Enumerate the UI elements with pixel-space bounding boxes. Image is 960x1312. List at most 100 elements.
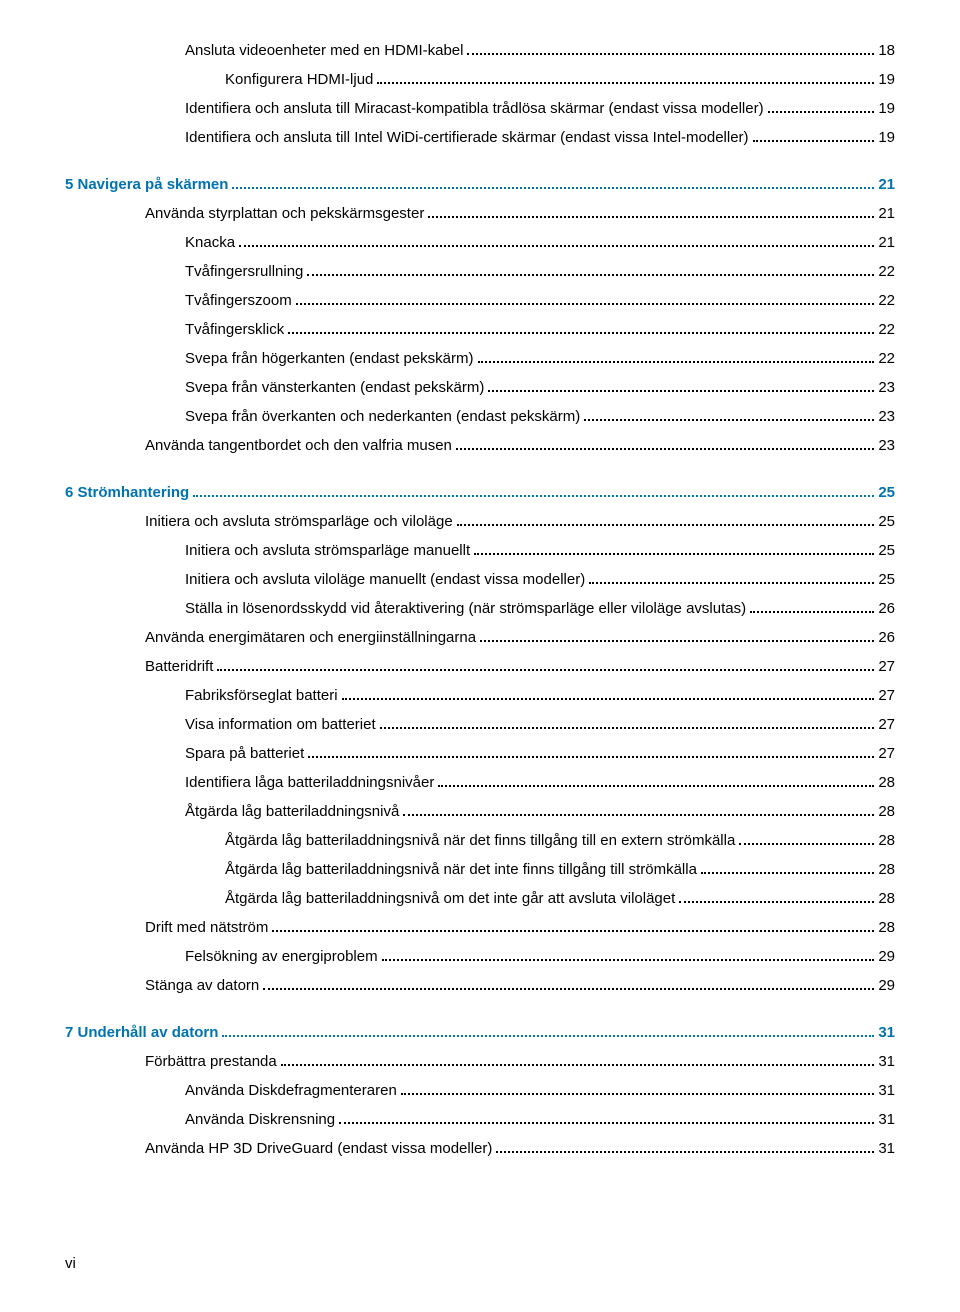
- toc-leader-dots: [193, 495, 874, 497]
- toc-entry-page: 21: [878, 203, 895, 224]
- toc-leader-dots: [281, 1064, 875, 1066]
- toc-entry[interactable]: Svepa från högerkanten (endast pekskärm)…: [65, 348, 895, 369]
- toc-entry[interactable]: Konfigurera HDMI-ljud 19: [65, 69, 895, 90]
- toc-entry-label: Identifiera och ansluta till Intel WiDi-…: [185, 127, 749, 148]
- toc-entry[interactable]: Använda tangentbordet och den valfria mu…: [65, 435, 895, 456]
- toc-entry-label: Förbättra prestanda: [145, 1051, 277, 1072]
- toc-chapter-entry[interactable]: 7 Underhåll av datorn 31: [65, 1022, 895, 1043]
- toc-entry-label: Felsökning av energiproblem: [185, 946, 378, 967]
- toc-entry-label: Använda energimätaren och energiinställn…: [145, 627, 476, 648]
- toc-leader-dots: [308, 756, 874, 758]
- toc-entry-label: Identifiera och ansluta till Miracast-ko…: [185, 98, 764, 119]
- toc-entry[interactable]: Stänga av datorn 29: [65, 975, 895, 996]
- toc-entry[interactable]: Åtgärda låg batteriladdningsnivå 28: [65, 801, 895, 822]
- toc-entry-page: 28: [878, 801, 895, 822]
- toc-entry[interactable]: Ansluta videoenheter med en HDMI-kabel 1…: [65, 40, 895, 61]
- toc-leader-dots: [474, 553, 874, 555]
- toc-entry-page: 19: [878, 69, 895, 90]
- toc-entry[interactable]: Förbättra prestanda 31: [65, 1051, 895, 1072]
- toc-entry-page: 28: [878, 917, 895, 938]
- toc-entry[interactable]: Knacka 21: [65, 232, 895, 253]
- toc-entry-page: 19: [878, 98, 895, 119]
- toc-leader-dots: [342, 698, 875, 700]
- toc-entry-page: 19: [878, 127, 895, 148]
- toc-chapter-entry[interactable]: 5 Navigera på skärmen 21: [65, 174, 895, 195]
- toc-entry-page: 22: [878, 261, 895, 282]
- toc-entry-page: 21: [878, 232, 895, 253]
- toc-entry-label: 6 Strömhantering: [65, 482, 189, 503]
- toc-entry[interactable]: Använda styrplattan och pekskärmsgester …: [65, 203, 895, 224]
- toc-entry[interactable]: Initiera och avsluta strömsparläge och v…: [65, 511, 895, 532]
- toc-entry-label: Initiera och avsluta strömsparläge manue…: [185, 540, 470, 561]
- toc-entry[interactable]: Identifiera låga batteriladdningsnivåer …: [65, 772, 895, 793]
- toc-leader-dots: [401, 1093, 875, 1095]
- toc-entry[interactable]: Spara på batteriet 27: [65, 743, 895, 764]
- toc-leader-dots: [488, 390, 874, 392]
- toc-leader-dots: [296, 303, 875, 305]
- toc-entry-label: Spara på batteriet: [185, 743, 304, 764]
- toc-leader-dots: [217, 669, 874, 671]
- toc-entry[interactable]: Initiera och avsluta strömsparläge manue…: [65, 540, 895, 561]
- toc-entry[interactable]: Använda HP 3D DriveGuard (endast vissa m…: [65, 1138, 895, 1159]
- toc-entry[interactable]: Identifiera och ansluta till Intel WiDi-…: [65, 127, 895, 148]
- toc-entry[interactable]: Använda Diskrensning 31: [65, 1109, 895, 1130]
- toc-leader-dots: [382, 959, 875, 961]
- toc-entry-page: 31: [878, 1080, 895, 1101]
- toc-entry[interactable]: Identifiera och ansluta till Miracast-ko…: [65, 98, 895, 119]
- toc-entry[interactable]: Drift med nätström 28: [65, 917, 895, 938]
- toc-entry[interactable]: Visa information om batteriet 27: [65, 714, 895, 735]
- toc-entry-label: Använda tangentbordet och den valfria mu…: [145, 435, 452, 456]
- toc-entry-label: 5 Navigera på skärmen: [65, 174, 228, 195]
- toc-entry-label: Fabriksförseglat batteri: [185, 685, 338, 706]
- toc-leader-dots: [589, 582, 874, 584]
- toc-entry-page: 18: [878, 40, 895, 61]
- toc-entry[interactable]: Fabriksförseglat batteri 27: [65, 685, 895, 706]
- toc-entry[interactable]: Ställa in lösenordsskydd vid återaktiver…: [65, 598, 895, 619]
- toc-entry[interactable]: Åtgärda låg batteriladdningsnivå när det…: [65, 859, 895, 880]
- toc-entry[interactable]: Batteridrift 27: [65, 656, 895, 677]
- toc-leader-dots: [428, 216, 874, 218]
- toc-entry[interactable]: Svepa från överkanten och nederkanten (e…: [65, 406, 895, 427]
- toc-entry-label: Använda Diskdefragmenteraren: [185, 1080, 397, 1101]
- toc-entry-label: Använda styrplattan och pekskärmsgester: [145, 203, 424, 224]
- toc-entry-page: 31: [878, 1022, 895, 1043]
- toc-entry-page: 25: [878, 482, 895, 503]
- toc-leader-dots: [753, 140, 875, 142]
- toc-leader-dots: [272, 930, 874, 932]
- toc-entry-page: 27: [878, 714, 895, 735]
- toc-leader-dots: [232, 187, 874, 189]
- toc-leader-dots: [307, 274, 874, 276]
- toc-entry[interactable]: Felsökning av energiproblem 29: [65, 946, 895, 967]
- toc-entry-page: 27: [878, 656, 895, 677]
- toc-entry-page: 25: [878, 540, 895, 561]
- toc-entry-label: Använda Diskrensning: [185, 1109, 335, 1130]
- toc-entry[interactable]: Svepa från vänsterkanten (endast pekskär…: [65, 377, 895, 398]
- toc-entry-page: 31: [878, 1109, 895, 1130]
- toc-leader-dots: [380, 727, 875, 729]
- toc-entry-label: Åtgärda låg batteriladdningsnivå om det …: [225, 888, 675, 909]
- toc-leader-dots: [478, 361, 875, 363]
- toc-entry-page: 31: [878, 1051, 895, 1072]
- toc-entry[interactable]: Initiera och avsluta viloläge manuellt (…: [65, 569, 895, 590]
- toc-entry-label: Tvåfingerszoom: [185, 290, 292, 311]
- toc-leader-dots: [438, 785, 874, 787]
- toc-entry[interactable]: Åtgärda låg batteriladdningsnivå om det …: [65, 888, 895, 909]
- toc-entry-page: 22: [878, 319, 895, 340]
- toc-entry[interactable]: Tvåfingersrullning 22: [65, 261, 895, 282]
- toc-entry-label: Tvåfingersklick: [185, 319, 284, 340]
- toc-entry[interactable]: Tvåfingersklick 22: [65, 319, 895, 340]
- toc-entry[interactable]: Använda energimätaren och energiinställn…: [65, 627, 895, 648]
- toc-entry-label: Visa information om batteriet: [185, 714, 376, 735]
- toc-entry-label: Drift med nätström: [145, 917, 268, 938]
- toc-leader-dots: [239, 245, 874, 247]
- toc-chapter-entry[interactable]: 6 Strömhantering 25: [65, 482, 895, 503]
- toc-entry-label: Åtgärda låg batteriladdningsnivå när det…: [225, 859, 697, 880]
- toc-entry[interactable]: Åtgärda låg batteriladdningsnivå när det…: [65, 830, 895, 851]
- toc-leader-dots: [480, 640, 874, 642]
- toc-entry[interactable]: Använda Diskdefragmenteraren 31: [65, 1080, 895, 1101]
- toc-entry-label: Konfigurera HDMI-ljud: [225, 69, 373, 90]
- toc-leader-dots: [701, 872, 874, 874]
- toc-entry-page: 26: [878, 598, 895, 619]
- toc-leader-dots: [222, 1035, 874, 1037]
- toc-entry[interactable]: Tvåfingerszoom 22: [65, 290, 895, 311]
